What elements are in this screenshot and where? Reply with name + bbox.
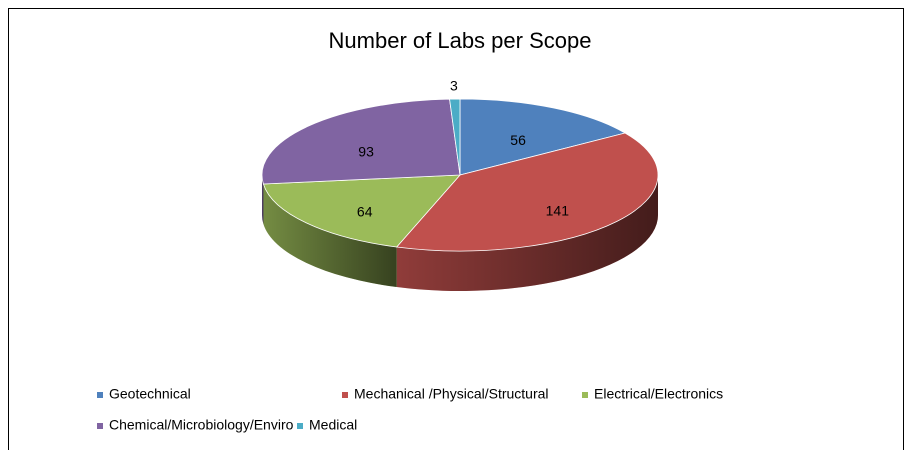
chart-title: Number of Labs per Scope xyxy=(329,28,592,53)
legend-swatch xyxy=(97,423,103,429)
legend-label: Electrical/Electronics xyxy=(594,386,723,402)
slice xyxy=(262,174,461,248)
legend-swatch xyxy=(297,423,303,429)
slice xyxy=(449,98,461,176)
legend-swatch xyxy=(582,392,588,398)
data-label: 56 xyxy=(510,132,526,148)
slice-side-shade xyxy=(262,175,264,225)
legend-label: Medical xyxy=(309,417,357,433)
slice xyxy=(459,98,627,176)
legend-swatch xyxy=(97,392,103,398)
data-label: 93 xyxy=(358,143,374,159)
data-label: 3 xyxy=(450,78,458,94)
slice-side-shade xyxy=(396,175,658,291)
legend-label: Chemical/Microbiology/Enviro xyxy=(109,417,294,433)
legend-label: Mechanical /Physical/Structural xyxy=(354,386,549,402)
slice xyxy=(261,98,461,185)
slice-side-shade xyxy=(263,184,397,288)
data-label: 64 xyxy=(357,203,373,219)
legend-label: Geotechnical xyxy=(109,386,191,402)
slice xyxy=(395,132,659,252)
data-label: 141 xyxy=(546,202,570,218)
legend-swatch xyxy=(342,392,348,398)
